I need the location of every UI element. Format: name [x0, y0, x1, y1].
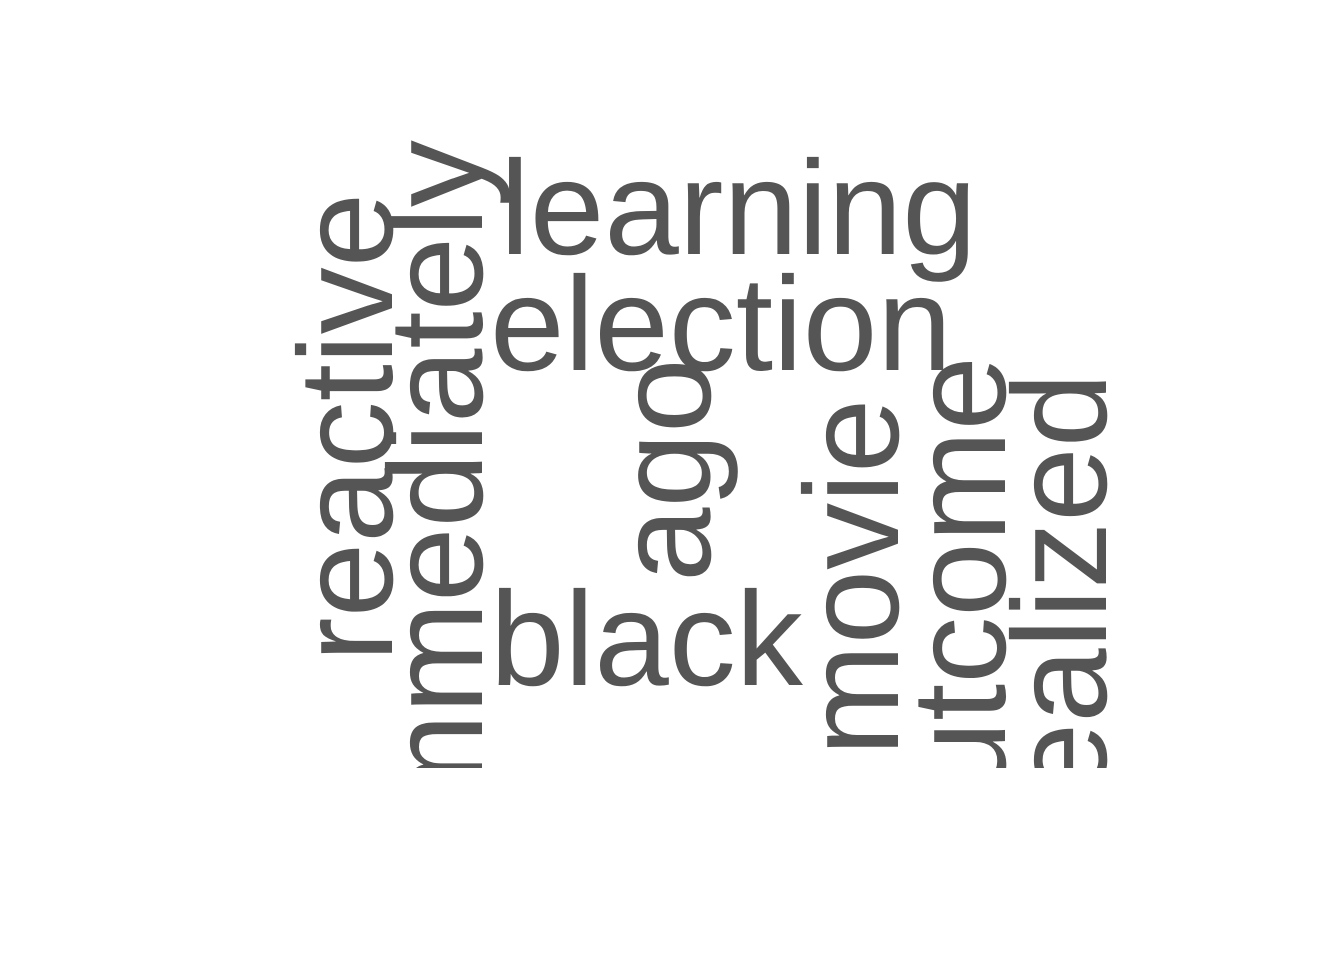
word-learning: learning	[500, 134, 977, 283]
word-black: black	[490, 565, 803, 714]
word-election: election	[490, 250, 952, 399]
word-ago: ago	[590, 358, 739, 582]
word-cloud-canvas: reactive immediately learning election a…	[272, 134, 1135, 768]
word-realized: realized	[986, 372, 1135, 768]
word-immediately: immediately	[362, 140, 511, 768]
